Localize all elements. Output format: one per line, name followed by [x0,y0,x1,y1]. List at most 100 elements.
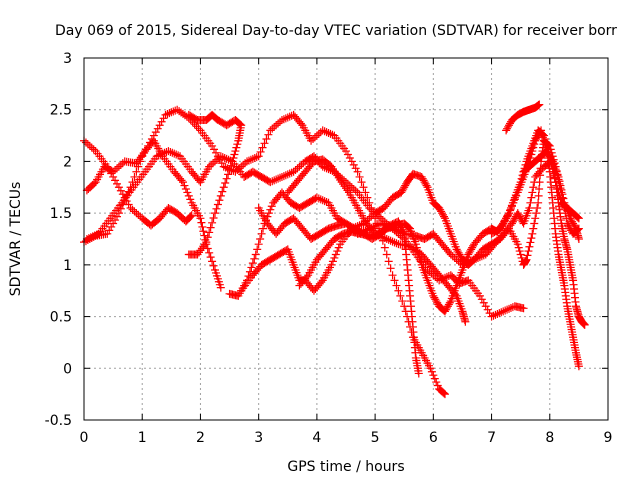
data-point-marker [426,364,435,373]
data-point-marker [314,129,323,138]
data-point-marker [164,147,173,156]
data-point-marker [414,250,423,259]
data-point-marker [465,248,474,257]
data-point-marker [452,245,461,254]
data-point-marker [167,108,176,117]
data-point-marker [467,245,476,254]
data-point-marker [268,124,277,133]
data-point-marker [468,243,477,252]
data-point-marker [256,147,265,156]
data-point-marker [163,110,172,119]
y-tick-label: 1.5 [50,206,72,222]
data-point-marker [112,179,121,188]
data-point-marker [440,212,449,221]
data-point-marker [196,214,205,223]
data-point-marker [84,234,93,243]
data-point-marker [394,286,403,295]
data-point-marker [475,291,484,300]
data-point-marker [154,151,163,160]
data-point-marker [483,305,492,314]
data-point-marker [444,300,453,309]
data-point-marker [345,153,354,162]
data-point-marker [386,236,395,245]
data-point-marker [289,167,298,176]
x-axis-label: GPS time / hours [287,459,404,475]
data-point-marker [318,162,327,171]
data-point-marker [209,213,218,222]
data-point-marker [274,119,283,128]
data-point-marker [252,153,261,162]
data-point-marker [206,223,215,232]
data-point-marker [184,191,193,200]
data-point-marker [209,159,218,168]
data-point-marker [107,222,116,231]
data-point-marker [413,247,422,256]
data-point-marker [531,214,540,223]
data-point-marker [118,159,127,168]
data-point-marker [536,128,545,137]
data-point-marker [565,222,574,231]
data-point-marker [343,150,352,159]
data-point-marker [541,143,550,152]
data-point-marker [432,378,441,387]
data-point-marker [320,197,329,206]
data-point-marker [503,124,512,133]
data-point-marker [508,217,517,226]
data-point-marker [405,223,414,232]
data-point-marker [564,221,573,230]
data-point-marker [217,159,226,168]
data-point-marker [250,153,259,162]
data-point-marker [213,200,222,209]
data-point-marker [453,247,462,256]
data-point-marker [256,235,265,243]
data-point-marker [266,126,275,135]
data-point-marker [464,250,473,259]
data-point-marker [378,220,387,229]
data-point-marker [535,185,544,194]
data-point-marker [107,166,116,175]
data-point-marker [178,178,187,187]
data-point-marker [312,131,321,140]
data-point-marker [88,232,97,241]
data-point-marker [200,231,209,240]
data-point-marker [277,116,286,125]
x-tick-label: 7 [487,430,496,446]
data-point-marker [431,295,440,304]
data-point-marker [225,166,234,175]
data-point-marker [248,154,257,163]
data-point-marker [268,177,277,186]
data-point-marker [430,374,439,383]
data-point-marker [258,143,267,152]
data-point-marker [499,307,508,316]
data-point-marker [112,164,121,173]
data-point-marker [155,121,164,130]
data-point-marker [218,187,227,196]
data-point-marker [448,252,457,261]
data-point-marker [246,155,255,164]
data-point-marker [279,115,288,124]
data-point-marker [264,130,273,139]
data-point-marker [205,228,214,237]
data-point-marker [266,178,275,187]
data-point-marker [445,248,454,257]
y-tick-label: -0.5 [45,413,72,429]
data-point-marker [218,153,227,162]
x-tick-label: 5 [371,430,380,446]
data-point-marker [208,257,217,266]
series-10 [295,126,583,316]
data-point-marker [212,204,221,213]
data-point-marker [90,231,99,240]
data-point-marker [523,251,532,260]
data-point-marker [247,263,256,272]
data-point-marker [529,224,538,233]
data-point-marker [418,174,427,183]
data-point-marker [568,217,577,226]
data-point-marker [477,295,486,304]
data-point-marker [574,214,583,223]
data-point-marker [404,222,413,231]
data-point-marker [572,212,581,221]
data-point-marker [270,122,279,131]
data-point-marker [505,304,514,313]
axis-ticks: 0 1 2 3 4 5 6 7 8 9 -0.5 0 0.5 1 1.5 2 2.5 3 [45,51,613,446]
data-point-marker [392,281,401,290]
